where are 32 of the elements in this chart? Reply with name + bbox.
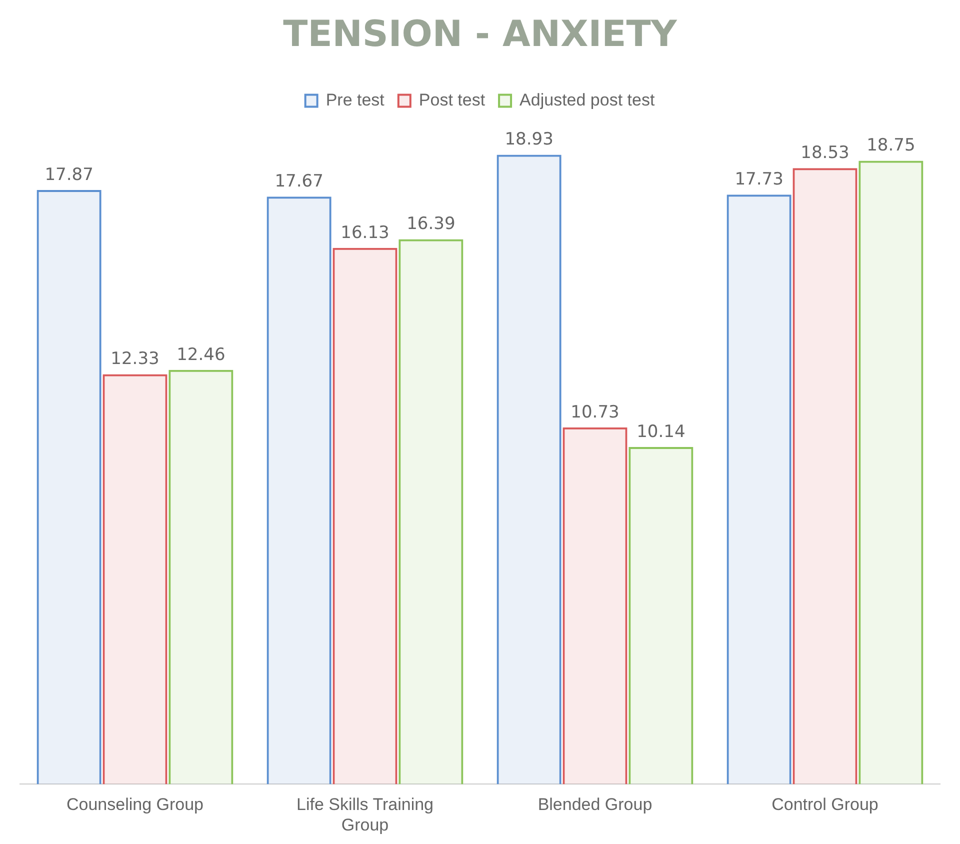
data-label: 18.53 [800, 143, 850, 163]
x-tick-label: Control Group [772, 795, 878, 814]
legend-label: Pre test [326, 90, 385, 110]
bar [398, 239, 464, 784]
data-label: 18.93 [504, 130, 554, 150]
bar [628, 447, 694, 784]
data-label: 16.39 [406, 214, 456, 234]
bar [168, 370, 234, 784]
x-tick-label: Blended Group [538, 795, 652, 814]
bar [792, 168, 858, 784]
bar [332, 248, 398, 784]
bar [36, 190, 102, 784]
legend-label: Adjusted post test [520, 90, 655, 110]
data-label: 12.46 [176, 344, 226, 365]
data-label: 18.75 [866, 136, 916, 156]
bar [266, 196, 332, 784]
data-label: 17.87 [44, 164, 94, 185]
chart-title: TENSION - ANXIETY [283, 14, 678, 55]
x-tick-label: Counseling Group [66, 795, 204, 814]
data-label: 10.14 [636, 422, 686, 442]
bar [562, 427, 628, 784]
legend-label: Post test [418, 90, 486, 110]
data-label: 12.33 [110, 349, 160, 370]
bar [102, 374, 168, 784]
data-label: 16.13 [340, 222, 390, 243]
bar [858, 160, 924, 784]
bar [496, 154, 562, 784]
data-label: 17.67 [274, 172, 324, 192]
x-tick-label: Life Skills Training Group [296, 795, 434, 834]
bar [726, 194, 792, 784]
data-label: 10.73 [570, 402, 620, 422]
data-label: 17.73 [734, 170, 784, 190]
